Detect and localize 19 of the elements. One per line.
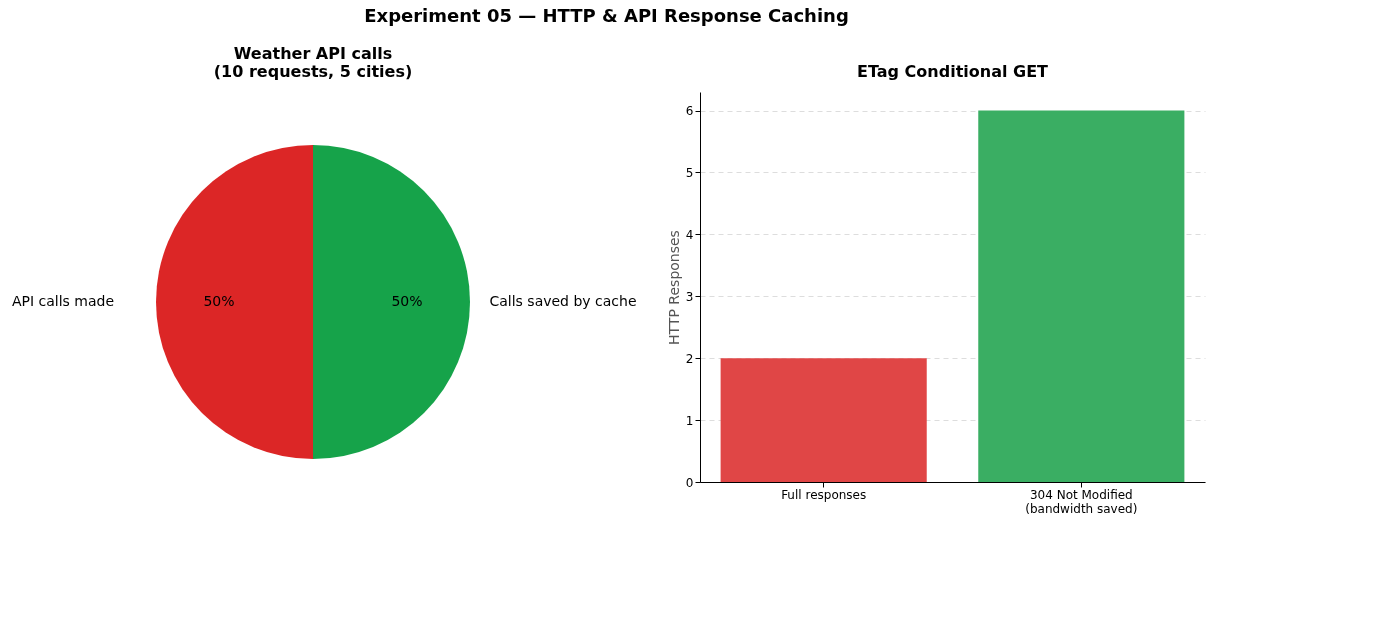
data-label: 50% (391, 293, 423, 309)
y-tick-label: 1 (685, 413, 694, 428)
x-tick-label: Full responses (781, 487, 867, 502)
y-tick-label: 2 (685, 351, 694, 366)
chart-title: ETag Conditional GET (856, 62, 1049, 81)
slice-label: API calls made (11, 293, 115, 309)
pie-slice (313, 145, 470, 459)
chart-title: Weather API calls (10 requests, 5 cities) (213, 44, 413, 81)
y-tick-label: 0 (685, 475, 694, 490)
pie-slice (156, 145, 313, 459)
text: Experiment 05 — HTTP & API Response Caching (364, 5, 849, 26)
x-tick-label: 304 Not Modified (bandwidth saved) (1025, 487, 1138, 516)
slice-label: Calls saved by cache (489, 293, 637, 309)
y-axis-title: HTTP Responses (665, 230, 682, 345)
data-label: 50% (203, 293, 235, 309)
y-tick-label: 5 (685, 165, 694, 180)
y-tick-label: 6 (685, 104, 694, 119)
y-tick-label: 3 (685, 289, 694, 304)
y-tick-label: 4 (685, 227, 694, 242)
